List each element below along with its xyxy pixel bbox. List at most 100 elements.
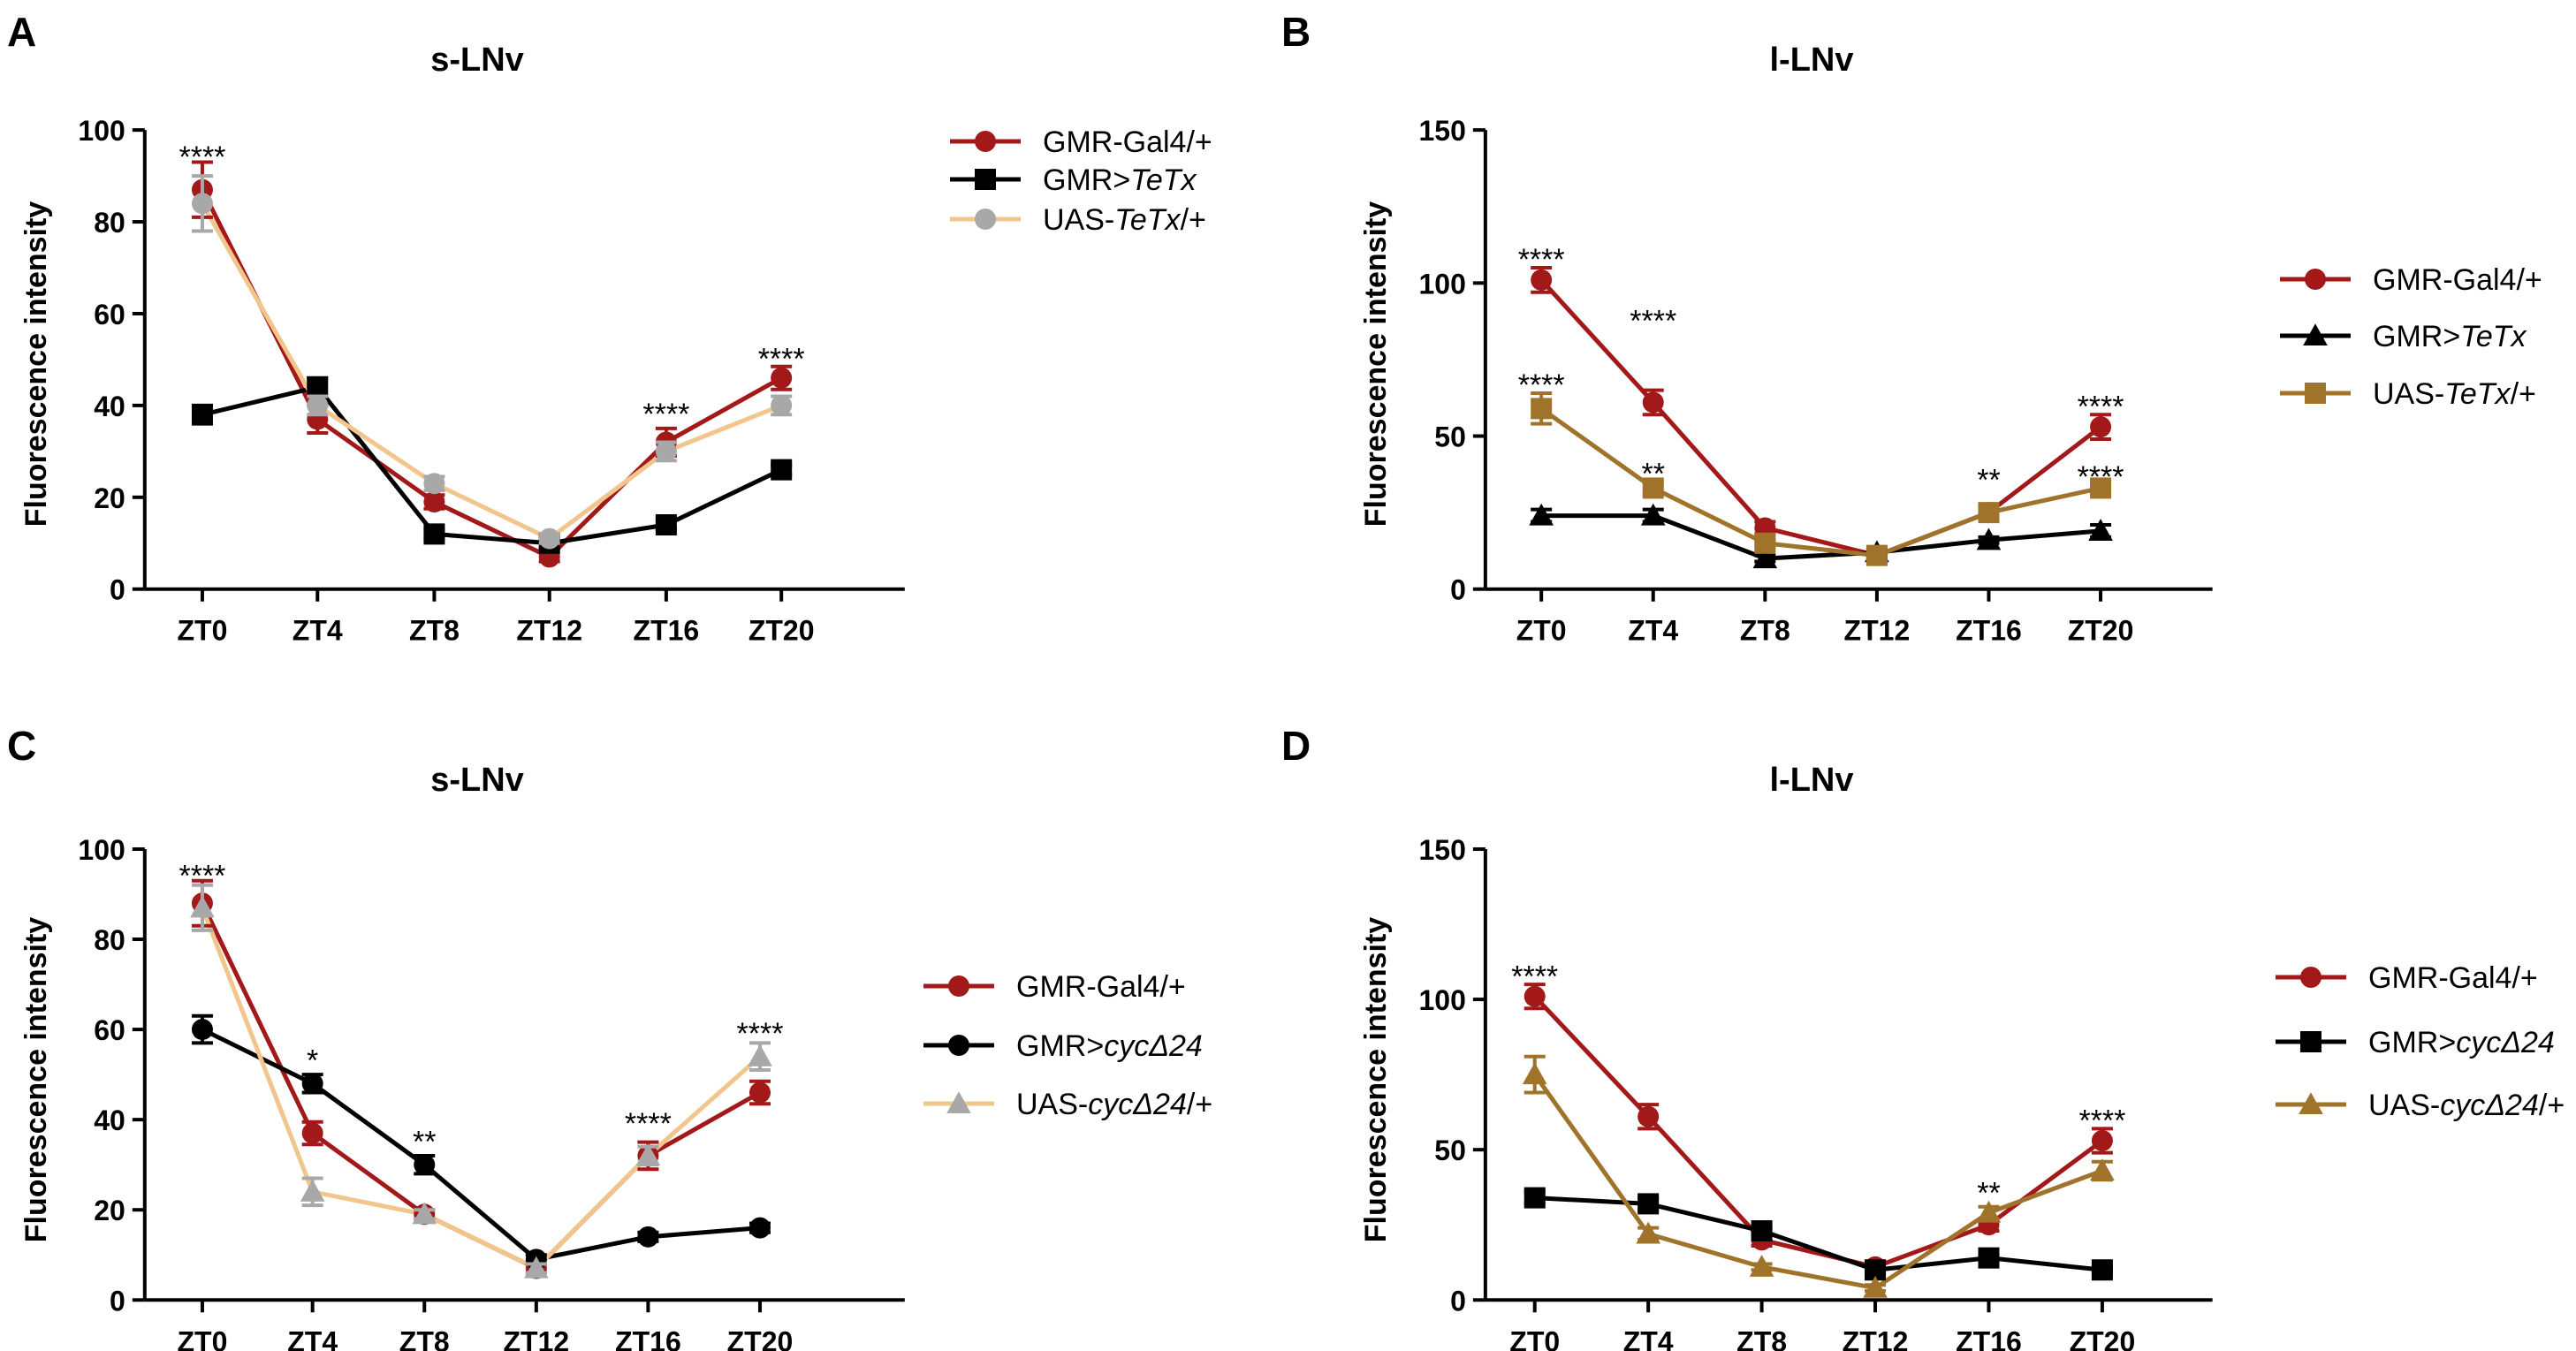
legend-label-italic: cycΔ24 xyxy=(1088,1088,1187,1121)
legend-label-text: GMR> xyxy=(1043,163,1130,197)
significance-label: **** xyxy=(1518,368,1565,402)
legend-label: UAS-cycΔ24/+ xyxy=(2368,1089,2565,1122)
data-point xyxy=(771,459,793,481)
panel-c: C s-LNv Fluorescence intensity 0 20 40 60 80… xyxy=(7,723,1212,1351)
data-point xyxy=(1636,1221,1660,1244)
data-point xyxy=(1529,503,1554,526)
y-tick-label: 50 xyxy=(1434,421,1466,453)
panel-c-ylabel: Fluorescence intensity xyxy=(19,917,53,1243)
significance-label: * xyxy=(307,1044,318,1078)
significance-label: **** xyxy=(1518,243,1565,277)
data-point xyxy=(1866,544,1888,566)
panel-a: A s-LNv Fluorescence intensity 0 20 40 60 80… xyxy=(7,9,1212,647)
data-point xyxy=(1751,1220,1773,1242)
x-tick-label: ZT12 xyxy=(503,1325,569,1351)
x-tick-label: ZT16 xyxy=(1956,1325,2022,1351)
legend-label: UAS-TeTx/+ xyxy=(2373,377,2536,411)
legend-marker xyxy=(948,1035,969,1056)
legend-label-text: UAS- xyxy=(1016,1088,1088,1121)
legend-label-suffix: /+ xyxy=(2539,1089,2565,1122)
data-point xyxy=(191,1019,213,1041)
data-point xyxy=(190,895,215,918)
series-line-2 xyxy=(1532,1073,2103,1291)
legend-label-italic: cycΔ24 xyxy=(2440,1089,2539,1122)
significance-label: **** xyxy=(179,140,225,174)
legend-label-italic: cycΔ24 xyxy=(2456,1026,2555,1059)
data-point xyxy=(655,440,677,462)
data-point xyxy=(2091,1259,2113,1281)
y-tick-label: 100 xyxy=(78,115,125,147)
data-point xyxy=(1638,1193,1660,1215)
data-point xyxy=(748,1044,772,1066)
x-tick-label: ZT16 xyxy=(615,1325,681,1351)
legend-label: GMR>TeTx xyxy=(1043,163,1197,197)
significance-label: **** xyxy=(737,1017,784,1051)
data-point xyxy=(412,1202,437,1225)
x-tick-label: ZT0 xyxy=(178,1325,228,1351)
data-point xyxy=(301,1073,323,1095)
y-tick-label: 100 xyxy=(1418,984,1465,1016)
data-point xyxy=(2090,1158,2115,1181)
data-point xyxy=(2091,1129,2113,1151)
panel-b: B l-LNv Fluorescence intensity 0 50 100 150… xyxy=(1281,9,2542,647)
data-point xyxy=(1978,502,2000,524)
legend-label-suffix: /+ xyxy=(1181,203,1206,237)
y-tick-label: 0 xyxy=(110,574,125,606)
data-point xyxy=(301,1122,323,1144)
data-point xyxy=(1863,1275,1888,1298)
legend-marker xyxy=(2300,1031,2321,1052)
x-tick-label: ZT16 xyxy=(634,615,700,647)
panel-d-title: l-LNv xyxy=(1770,762,1854,799)
data-point xyxy=(1531,269,1553,291)
legend-label-italic: TeTx xyxy=(1130,163,1197,197)
series-line-0 xyxy=(1532,994,2104,1270)
legend-label-text: GMR> xyxy=(2368,1026,2456,1059)
data-point xyxy=(1976,1200,2002,1223)
y-tick-label: 150 xyxy=(1418,834,1465,866)
panel-a-title: s-LNv xyxy=(430,42,524,79)
data-point xyxy=(771,367,793,389)
legend-marker xyxy=(975,169,996,190)
legend-marker xyxy=(2303,323,2328,346)
y-tick-label: 0 xyxy=(110,1285,125,1317)
data-point xyxy=(748,1217,771,1239)
series-line-2 xyxy=(200,202,783,542)
data-point xyxy=(1642,477,1664,499)
y-tick-label: 40 xyxy=(94,1104,125,1136)
series-line-0 xyxy=(200,188,783,559)
series-line-1 xyxy=(201,1027,761,1262)
panel-a-letter: A xyxy=(7,9,36,55)
legend-label: GMR-Gal4/+ xyxy=(2373,263,2542,297)
y-tick-label: 100 xyxy=(78,834,125,866)
data-point xyxy=(307,394,329,416)
significance-label: **** xyxy=(642,398,689,431)
data-point xyxy=(191,193,213,215)
legend-label: GMR-Gal4/+ xyxy=(2368,961,2538,995)
legend-label-text: GMR> xyxy=(1016,1029,1104,1063)
legend-marker xyxy=(2305,383,2326,404)
x-tick-label: ZT12 xyxy=(1844,615,1911,647)
y-tick-label: 60 xyxy=(94,1014,125,1046)
panel-b-title: l-LNv xyxy=(1770,42,1854,79)
significance-label: **** xyxy=(179,859,225,892)
data-point xyxy=(423,491,445,513)
legend-label-text: GMR-Gal4/+ xyxy=(2368,961,2538,995)
series-line-2 xyxy=(1539,406,2101,558)
data-point xyxy=(2090,477,2112,499)
legend-label-italic: cycΔ24 xyxy=(1104,1029,1203,1063)
legend-label: GMR>TeTx xyxy=(2373,320,2527,353)
x-tick-label: ZT20 xyxy=(727,1325,794,1351)
significance-label: **** xyxy=(2078,460,2124,494)
legend-label-text: UAS- xyxy=(2368,1089,2440,1122)
x-tick-label: ZT4 xyxy=(293,615,343,647)
data-point xyxy=(1522,1062,1547,1085)
legend-label-suffix: /+ xyxy=(2511,377,2536,411)
x-tick-label: ZT0 xyxy=(1516,615,1567,647)
significance-label: **** xyxy=(1630,304,1676,338)
data-point xyxy=(307,376,329,398)
panel-b-letter: B xyxy=(1281,9,1311,55)
x-tick-label: ZT12 xyxy=(1843,1325,1909,1351)
